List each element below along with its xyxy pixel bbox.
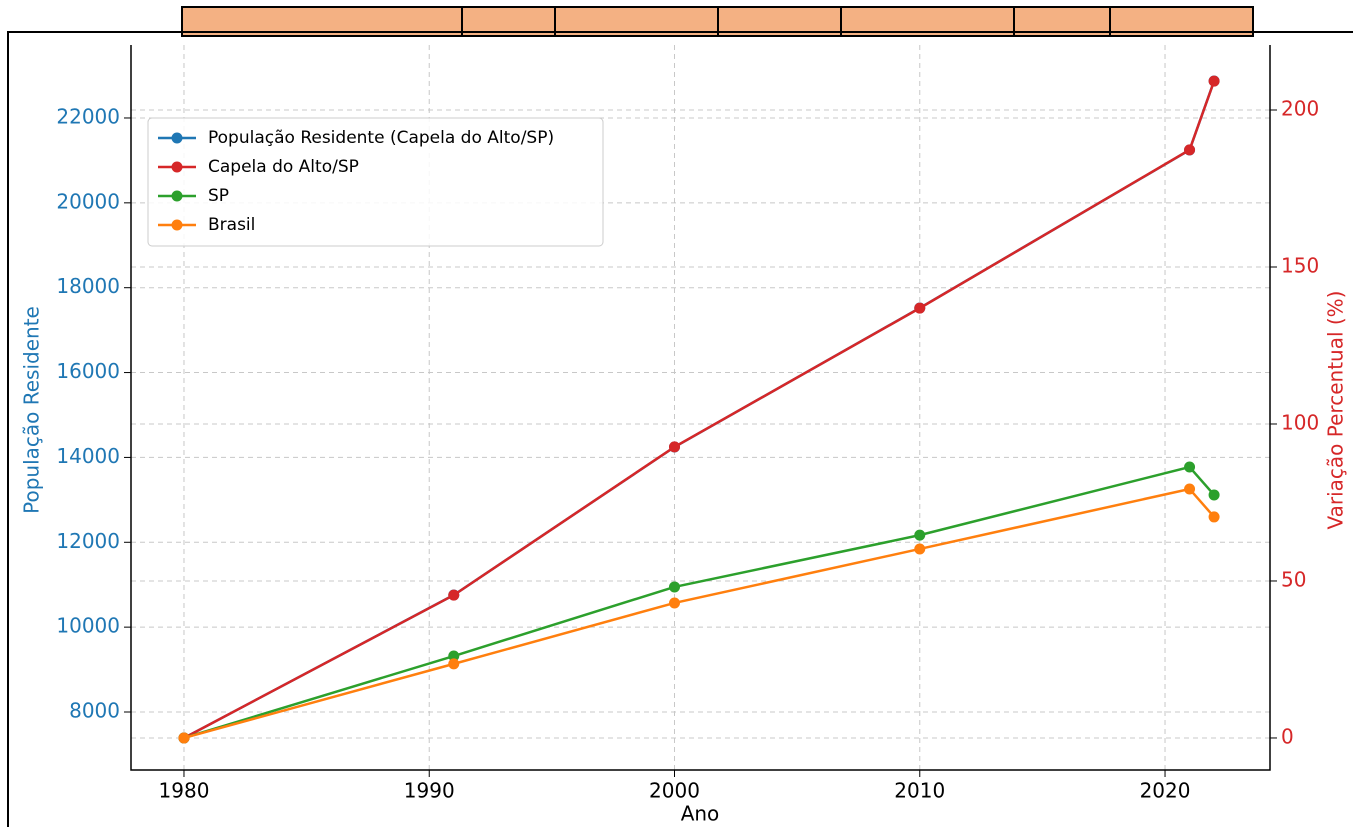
x-tick-label: 2010 — [894, 779, 945, 803]
y2-tick-label: 150 — [1281, 253, 1319, 277]
y-tick-label: 22000 — [56, 104, 120, 128]
legend-label: SP — [208, 186, 229, 206]
y-axis-label: População Residente — [20, 306, 44, 514]
legend: População Residente (Capela do Alto/SP) C… — [147, 117, 604, 247]
legend-box — [147, 117, 604, 247]
data-point — [448, 650, 460, 662]
y-tick-label: 14000 — [56, 444, 120, 468]
y2-tick-label: 50 — [1281, 567, 1306, 591]
data-point — [448, 658, 460, 670]
data-point — [669, 581, 681, 593]
series-line — [183, 80, 1216, 740]
data-point — [914, 529, 926, 541]
y2-tick-label: 0 — [1281, 724, 1294, 748]
y-tick-label: 16000 — [56, 359, 120, 383]
y-tick-label: 10000 — [56, 614, 120, 638]
y2-tick-label: 200 — [1281, 96, 1319, 120]
series-line — [183, 465, 1216, 740]
legend-marker — [171, 190, 183, 202]
legend-marker — [171, 132, 183, 144]
data-point — [1208, 489, 1220, 501]
x-tick-label: 2000 — [649, 779, 700, 803]
legend-marker — [171, 219, 183, 231]
legend-marker — [171, 161, 183, 173]
data-point — [1184, 461, 1196, 473]
y-tick-label: 20000 — [56, 189, 120, 213]
data-point — [178, 732, 190, 744]
data-point — [669, 441, 681, 453]
data-point — [914, 302, 926, 314]
data-point — [1208, 511, 1220, 523]
y2-axis-label: Variação Percentual (%) — [1324, 291, 1348, 530]
y2-tick-label: 100 — [1281, 410, 1319, 434]
x-tick-label: 2020 — [1140, 779, 1191, 803]
data-point — [914, 543, 926, 555]
series-line — [183, 487, 1216, 740]
legend-label: Capela do Alto/SP — [208, 157, 359, 177]
y-tick-label: 8000 — [69, 698, 120, 722]
x-tick-label: 1990 — [404, 779, 455, 803]
x-tick-label: 1980 — [159, 779, 210, 803]
image-frame — [7, 31, 1353, 827]
y-tick-label: 12000 — [56, 529, 120, 553]
data-point — [1208, 75, 1220, 87]
data-point — [448, 589, 460, 601]
chart: 1980 1990 2000 2010 202080001000012000140001… — [56, 45, 1319, 803]
data-point — [669, 597, 681, 609]
y-tick-label: 18000 — [56, 274, 120, 298]
x-axis-label: Ano — [681, 802, 720, 826]
legend-label: Brasil — [208, 215, 255, 235]
data-point — [1184, 144, 1196, 156]
axes — [130, 45, 1271, 771]
data-point — [1184, 483, 1196, 495]
legend-label: População Residente (Capela do Alto/SP) — [208, 128, 554, 148]
